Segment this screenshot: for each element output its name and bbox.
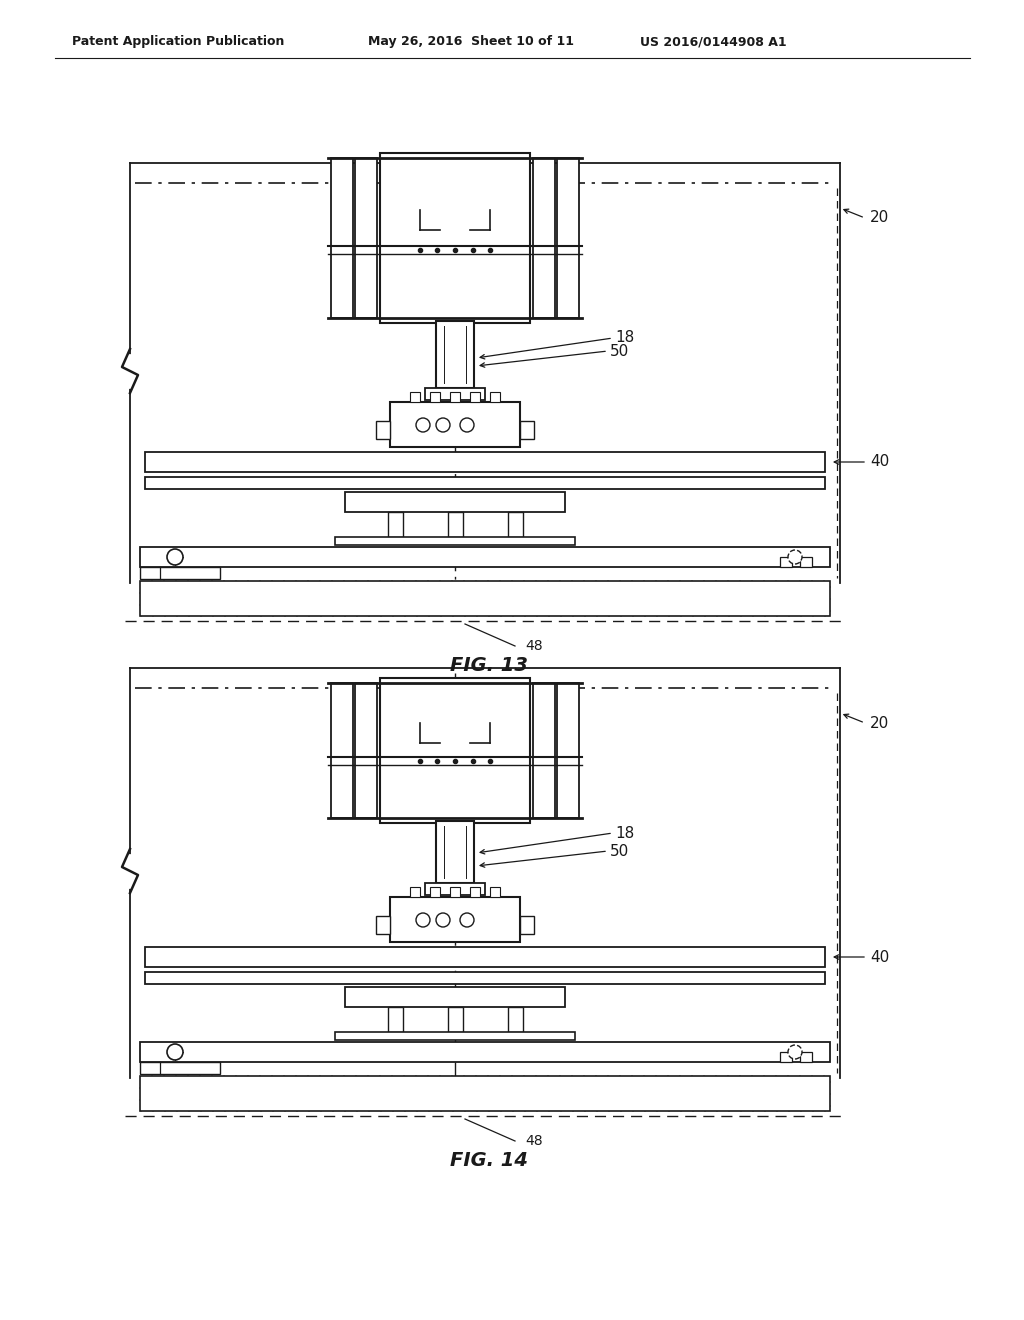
Bar <box>140 1041 830 1063</box>
Bar <box>140 1063 220 1074</box>
Circle shape <box>416 913 430 927</box>
Circle shape <box>416 418 430 432</box>
Bar <box>450 392 460 403</box>
Bar <box>780 557 792 568</box>
Circle shape <box>167 1044 183 1060</box>
Bar <box>390 403 520 447</box>
Bar <box>345 492 565 512</box>
Bar <box>520 421 534 440</box>
Bar <box>335 537 575 545</box>
Bar <box>376 916 390 935</box>
Text: May 26, 2016  Sheet 10 of 11: May 26, 2016 Sheet 10 of 11 <box>368 36 574 49</box>
Circle shape <box>788 1045 802 1059</box>
Bar <box>376 421 390 440</box>
Bar <box>534 158 555 318</box>
Bar <box>430 392 440 403</box>
Bar <box>800 557 812 568</box>
Bar <box>425 883 485 895</box>
Text: 40: 40 <box>870 454 889 470</box>
Text: 18: 18 <box>615 330 634 346</box>
Bar <box>430 887 440 898</box>
Circle shape <box>788 550 802 564</box>
Bar <box>345 987 565 1007</box>
Bar <box>410 392 420 403</box>
Text: 20: 20 <box>870 210 889 226</box>
Text: 48: 48 <box>525 1134 543 1148</box>
Circle shape <box>460 418 474 432</box>
Bar <box>390 898 520 942</box>
Bar <box>331 158 353 318</box>
Bar <box>490 392 500 403</box>
Bar <box>145 972 825 983</box>
Circle shape <box>436 418 450 432</box>
Bar <box>780 1052 792 1063</box>
Bar <box>449 512 463 537</box>
Bar <box>145 477 825 488</box>
Bar <box>145 451 825 473</box>
Bar <box>449 1007 463 1032</box>
Bar <box>508 1007 523 1032</box>
Bar <box>355 158 377 318</box>
Bar <box>470 392 480 403</box>
Text: 50: 50 <box>610 843 630 858</box>
Bar <box>450 887 460 898</box>
Circle shape <box>167 549 183 565</box>
Bar <box>800 1052 812 1063</box>
Bar <box>534 682 555 818</box>
Bar <box>140 581 830 616</box>
Text: FIG. 14: FIG. 14 <box>450 1151 528 1170</box>
Bar <box>436 321 474 388</box>
Bar <box>388 512 403 537</box>
Text: FIG. 13: FIG. 13 <box>450 656 528 675</box>
Bar <box>520 916 534 935</box>
Bar <box>140 1076 830 1111</box>
Bar <box>508 512 523 537</box>
Bar <box>557 158 579 318</box>
Bar <box>425 388 485 400</box>
Bar <box>490 887 500 898</box>
Circle shape <box>460 913 474 927</box>
Text: 18: 18 <box>615 825 634 841</box>
Bar <box>355 682 377 818</box>
Bar <box>145 946 825 968</box>
Bar <box>388 1007 403 1032</box>
Bar <box>380 153 530 323</box>
Bar <box>410 887 420 898</box>
Bar <box>331 682 353 818</box>
Circle shape <box>436 913 450 927</box>
Bar <box>335 1032 575 1040</box>
Text: US 2016/0144908 A1: US 2016/0144908 A1 <box>640 36 786 49</box>
Text: Patent Application Publication: Patent Application Publication <box>72 36 285 49</box>
Bar <box>557 682 579 818</box>
Text: 40: 40 <box>870 949 889 965</box>
Bar <box>470 887 480 898</box>
Bar <box>140 568 220 579</box>
Bar <box>436 821 474 883</box>
Text: 20: 20 <box>870 715 889 730</box>
Text: 50: 50 <box>610 343 630 359</box>
Bar <box>380 678 530 822</box>
Bar <box>140 546 830 568</box>
Text: 48: 48 <box>525 639 543 653</box>
